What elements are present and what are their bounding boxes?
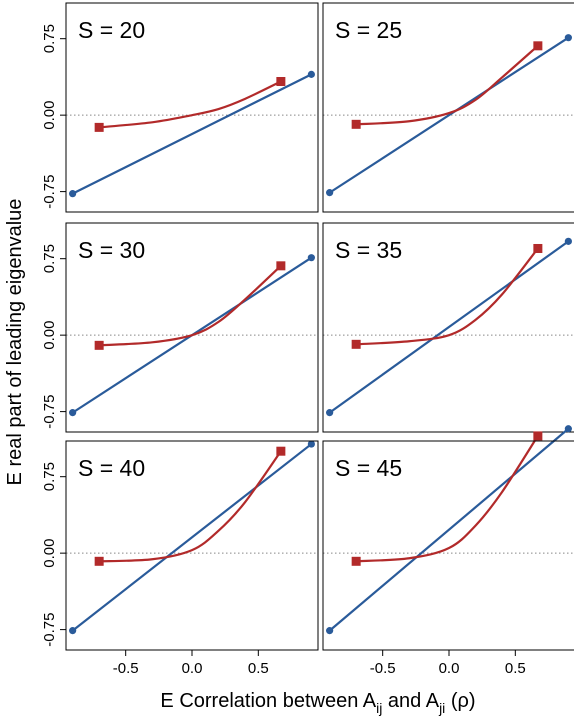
- panel-6: S = 45 -0.5 0.0 0.5: [322, 425, 574, 677]
- data-point-red: [351, 556, 361, 566]
- panel-2: S = 25: [322, 2, 574, 213]
- data-point-blue: [69, 409, 77, 417]
- y-tick-label: 0.00: [41, 321, 58, 350]
- x-axis-title-sub-1: ij: [376, 700, 382, 716]
- panel-4: S = 35: [322, 222, 574, 433]
- panel-5: S = 40 -0.75 0.00 0.75 -0.5 0.0 0.5: [41, 440, 319, 677]
- x-tick-label: 0.0: [182, 660, 203, 677]
- panels: S = 20-0.750.000.75 S = 25S = 30-0.750.00…: [41, 2, 574, 677]
- data-point-blue: [564, 237, 572, 245]
- series-line-red: [356, 247, 539, 346]
- y-tick-label: -0.75: [41, 395, 58, 429]
- x-tick-label: 0.5: [248, 660, 269, 677]
- data-point-red: [351, 119, 361, 129]
- data-point-blue: [326, 189, 334, 197]
- series-line-blue: [328, 427, 570, 632]
- data-point-red: [94, 340, 104, 350]
- data-point-blue: [307, 70, 315, 78]
- y-tick-label: -0.75: [41, 613, 58, 647]
- data-point-blue: [307, 254, 315, 262]
- data-point-red: [276, 261, 286, 271]
- data-point-blue: [69, 627, 77, 635]
- panel-title: S = 40: [78, 455, 145, 481]
- x-axis-title-part-3: (ρ): [445, 690, 475, 712]
- data-point-blue: [307, 440, 315, 448]
- data-point-blue: [564, 425, 572, 433]
- panel-frame: [65, 2, 319, 213]
- data-point-blue: [564, 34, 572, 42]
- series-line-red: [99, 450, 282, 563]
- panel-1: S = 20 -0.75 0.00 0.75: [41, 2, 319, 213]
- x-axis-title-part-1: E Correlation between A: [160, 690, 376, 712]
- panel-title: S = 45: [335, 455, 402, 481]
- series-line-red: [99, 80, 282, 129]
- x-axis-title-part-2: and A: [382, 690, 439, 712]
- panel-3: S = 30 -0.75 0.00 0.75: [41, 222, 319, 433]
- y-tick-label: 0.00: [41, 539, 58, 568]
- panel-title: S = 35: [335, 237, 402, 263]
- y-axis-title: E real part of leading eigenvalue: [4, 199, 26, 486]
- data-point-red: [533, 431, 543, 441]
- panel-title: S = 30: [78, 237, 145, 263]
- data-point-red: [94, 122, 104, 132]
- data-point-red: [533, 243, 543, 253]
- data-point-blue: [326, 409, 334, 417]
- data-point-red: [94, 556, 104, 566]
- data-point-blue: [69, 190, 77, 198]
- panel-frame: [322, 2, 574, 213]
- data-point-blue: [326, 627, 334, 635]
- y-tick-label: 0.75: [41, 462, 58, 491]
- x-axis-title-sub-2: ji: [438, 700, 445, 716]
- data-point-red: [351, 339, 361, 349]
- data-point-red: [276, 77, 286, 87]
- series-line-blue: [328, 240, 570, 414]
- series-line-red: [356, 435, 539, 563]
- panel-frame: [65, 222, 319, 433]
- series-line-blue: [71, 443, 313, 632]
- x-tick-label: 0.5: [505, 660, 526, 677]
- panel-title: S = 25: [335, 17, 402, 43]
- panel-frame: [322, 222, 574, 433]
- x-tick-label: 0.0: [439, 660, 460, 677]
- x-tick-label: -0.5: [113, 660, 139, 677]
- y-tick-label: -0.75: [41, 175, 58, 209]
- data-point-red: [533, 41, 543, 51]
- series-line-red: [99, 265, 282, 347]
- y-tick-label: 0.00: [41, 101, 58, 130]
- y-tick-label: 0.75: [41, 244, 58, 273]
- series-line-blue: [329, 36, 569, 194]
- series-line-red: [356, 44, 539, 126]
- data-point-red: [276, 446, 286, 456]
- y-tick-label: 0.75: [41, 24, 58, 53]
- panel-title: S = 20: [78, 17, 145, 43]
- x-axis-title: E Correlation between Aij and Aji (ρ): [160, 690, 475, 716]
- x-tick-label: -0.5: [370, 660, 396, 677]
- series-line-blue: [72, 73, 312, 195]
